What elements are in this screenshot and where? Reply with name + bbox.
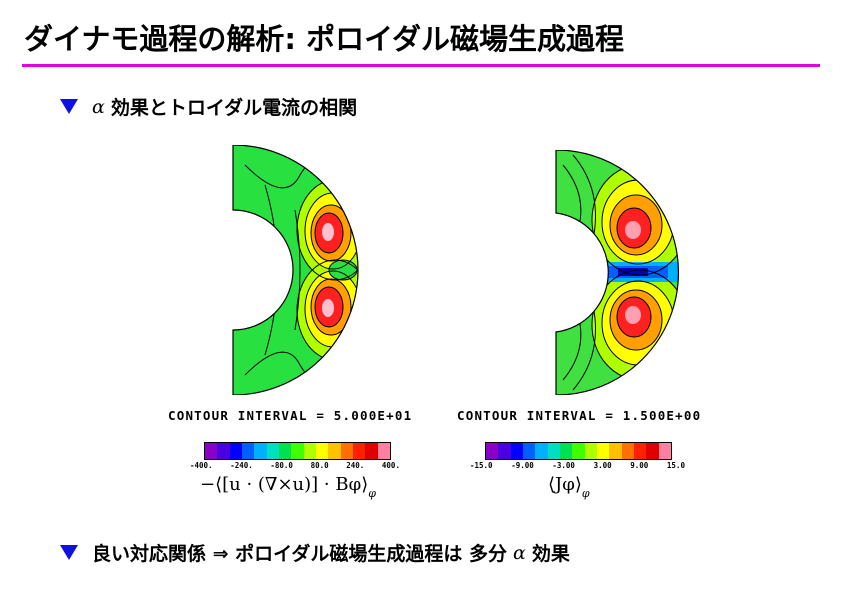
page-title: ダイナモ過程の解析: ポロイダル磁場生成過程 (24, 22, 624, 56)
color-swatch (340, 443, 353, 459)
left-color-scale (205, 443, 390, 459)
color-swatch (535, 443, 548, 459)
color-swatch (498, 443, 511, 459)
tick-label: 80.0 (310, 461, 329, 470)
tick-label: -9.00 (511, 461, 534, 470)
right-formula-subscript: φ (581, 487, 590, 500)
tick-label: 15.0 (666, 461, 685, 470)
bullet-text: 効果とトロイダル電流の相関 (110, 97, 358, 119)
color-swatch (559, 443, 573, 459)
tick-label: -15.0 (470, 461, 493, 470)
alpha-effect-contour-plot (232, 145, 359, 395)
color-swatch (315, 443, 329, 459)
color-swatch (486, 443, 499, 459)
color-swatch (254, 443, 267, 459)
tick-label: -3.00 (552, 461, 575, 470)
color-swatch (278, 443, 292, 459)
color-swatch (609, 443, 622, 459)
color-swatch (377, 443, 390, 459)
bullet-triangle-icon (60, 99, 78, 114)
left-formula-subscript: φ (368, 487, 376, 500)
tick-label: 400. (381, 461, 400, 470)
right-formula-main: ⟨Jφ⟩ (548, 474, 582, 495)
right-color-scale (486, 443, 671, 459)
color-swatch (229, 443, 242, 459)
left-formula-main: −⟨[u · (∇×u)] · Bφ⟩ (200, 474, 369, 495)
color-swatch (646, 443, 659, 459)
tick-label: -400. (190, 461, 213, 470)
color-swatch (365, 443, 378, 459)
bullet-alpha-effect: α 効果とトロイダル電流の相関 (60, 93, 357, 120)
color-swatch (584, 443, 597, 459)
color-swatch (266, 443, 279, 459)
right-contour-interval: CONTOUR INTERVAL = 1.500E+00 (457, 408, 702, 423)
color-swatch (510, 443, 523, 459)
left-formula: −⟨[u · (∇×u)] · Bφ⟩φ (200, 474, 376, 500)
alpha-symbol: α (92, 95, 105, 118)
color-swatch (241, 443, 255, 459)
left-color-scale-frame (204, 442, 391, 460)
right-formula: ⟨Jφ⟩φ (548, 474, 590, 500)
right-color-scale-frame (485, 442, 672, 460)
color-swatch (596, 443, 610, 459)
color-swatch (633, 443, 647, 459)
tick-label: -80.0 (270, 461, 293, 470)
color-swatch (621, 443, 634, 459)
bullet-conclusion: 良い対応関係 ⇒ ポロイダル磁場生成過程は 多分 α 効果 (60, 539, 570, 566)
tick-label: 9.00 (630, 461, 649, 470)
color-swatch (352, 443, 366, 459)
right-scale-ticks: -15.0 -9.00 -3.00 3.00 9.00 15.0 (470, 461, 685, 470)
color-swatch (303, 443, 316, 459)
conclusion-text: 良い対応関係 ⇒ ポロイダル磁場生成過程は 多分 (92, 543, 508, 565)
color-swatch (547, 443, 560, 459)
tick-label: 240. (346, 461, 365, 470)
alpha-symbol: α (513, 541, 526, 564)
bullet-triangle-icon (60, 545, 78, 560)
toroidal-current-contour-plot (555, 150, 680, 395)
conclusion-text-end: 効果 (531, 543, 570, 565)
color-swatch (291, 443, 304, 459)
color-swatch (522, 443, 536, 459)
color-swatch (205, 443, 218, 459)
color-swatch (328, 443, 341, 459)
title-divider (22, 64, 820, 67)
tick-label: -240. (230, 461, 253, 470)
left-contour-interval: CONTOUR INTERVAL = 5.000E+01 (168, 408, 413, 423)
color-swatch (217, 443, 230, 459)
left-scale-ticks: -400. -240. -80.0 80.0 240. 400. (190, 461, 400, 470)
tick-label: 3.00 (593, 461, 612, 470)
color-swatch (572, 443, 585, 459)
color-swatch (658, 443, 671, 459)
